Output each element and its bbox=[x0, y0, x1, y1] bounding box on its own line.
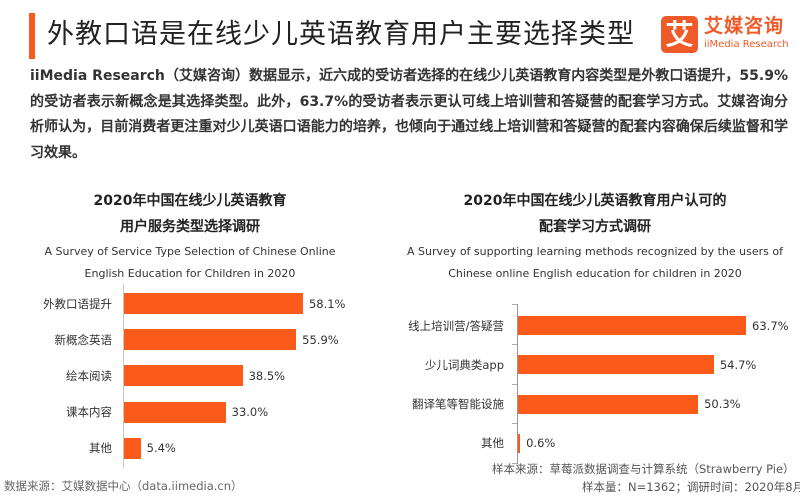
value-label: 54.7% bbox=[719, 357, 757, 372]
logo-mark-icon: 艾 bbox=[661, 16, 698, 53]
axis-tick bbox=[512, 423, 517, 424]
iimedia-logo: 艾 艾媒咨询 iiMedia Research bbox=[661, 15, 791, 56]
category-label: 新概念英语 bbox=[54, 332, 113, 347]
value-label: 0.6% bbox=[526, 436, 556, 451]
bar bbox=[518, 355, 714, 375]
category-label: 外教口语提升 bbox=[43, 296, 112, 311]
category-label: 课本内容 bbox=[66, 405, 112, 420]
category-label: 其他 bbox=[481, 436, 504, 451]
bar bbox=[518, 394, 699, 414]
value-label: 58.1% bbox=[308, 296, 346, 311]
data-source-note: 数据来源：艾媒数据中心（data.iimedia.cn） bbox=[4, 479, 243, 493]
chart-title-line-2: 配套学习方式调研 bbox=[539, 219, 651, 235]
page-title: 外教口语是在线少儿英语教育用户主要选择类型 bbox=[47, 19, 635, 50]
bar bbox=[124, 329, 297, 351]
sample-info-note: 样本量：N=1362；调研时间：2020年8月 bbox=[582, 480, 800, 494]
chart-subtitle-line-1: A Survey of Service Type Selection of Ch… bbox=[44, 245, 336, 258]
sample-source-note: 样本来源：草莓派数据调查与计算系统（Strawberry Pie） bbox=[492, 462, 795, 476]
axis-tick bbox=[512, 463, 517, 464]
axis-tick bbox=[512, 344, 517, 345]
bar bbox=[124, 293, 303, 314]
category-label: 翻译笔等智能设施 bbox=[412, 397, 504, 412]
chart-subtitle-line-2: English Education for Children in 2020 bbox=[84, 267, 296, 280]
value-label: 63.7% bbox=[752, 318, 789, 333]
bar bbox=[518, 433, 521, 453]
axis-tick bbox=[512, 384, 517, 385]
y-axis-line bbox=[517, 304, 518, 464]
value-label: 38.5% bbox=[248, 368, 286, 383]
value-label: 5.4% bbox=[146, 441, 176, 456]
bar bbox=[518, 316, 747, 335]
bar bbox=[124, 401, 226, 423]
chart-title-line-1: 2020年中国在线少儿英语教育用户认可的 bbox=[463, 193, 727, 209]
bar bbox=[124, 437, 141, 459]
category-label: 线上培训营/答疑营 bbox=[408, 318, 504, 333]
axis-tick bbox=[512, 304, 517, 305]
bar bbox=[124, 365, 243, 387]
value-label: 33.0% bbox=[231, 405, 269, 420]
value-label: 55.9% bbox=[302, 332, 339, 347]
logo-name-en: iiMedia Research bbox=[704, 39, 789, 50]
summary-paragraph: iiMedia Research（艾媒咨询）数据显示，近六成的受访者选择的在线少… bbox=[30, 68, 788, 161]
logo-name-cn: 艾媒咨询 bbox=[704, 15, 785, 37]
chart-subtitle-line-2: Chinese online English education for chi… bbox=[448, 267, 742, 280]
title-accent-bar bbox=[29, 13, 35, 59]
category-label: 绘本阅读 bbox=[66, 368, 112, 383]
category-label: 少儿词典类app bbox=[424, 357, 504, 372]
category-label: 其他 bbox=[89, 441, 112, 456]
value-label: 50.3% bbox=[704, 397, 741, 412]
chart-subtitle-line-1: A Survey of supporting learning methods … bbox=[407, 245, 783, 258]
chart-title-line-2: 用户服务类型选择调研 bbox=[120, 219, 260, 235]
chart-title-line-1: 2020年中国在线少儿英语教育 bbox=[93, 193, 287, 209]
y-axis-line bbox=[123, 284, 124, 468]
